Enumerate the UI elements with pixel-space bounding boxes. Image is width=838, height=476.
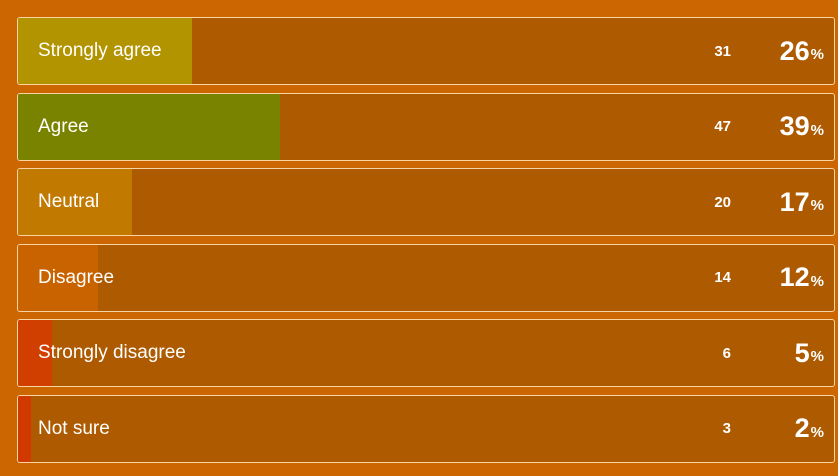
result-count: 31 bbox=[714, 42, 731, 60]
percent-sign: % bbox=[810, 46, 824, 63]
poll-results-chart: Strongly agree 31 26% Agree 47 39% Neutral 20 17… bbox=[17, 17, 837, 476]
result-label: Strongly disagree bbox=[38, 342, 186, 363]
result-percent-value: 2 bbox=[794, 413, 810, 443]
result-label: Neutral bbox=[38, 191, 100, 212]
result-bar bbox=[18, 244, 99, 311]
percent-sign: % bbox=[810, 348, 824, 365]
result-row: Agree 47 39% bbox=[17, 92, 835, 161]
result-label: Not sure bbox=[38, 417, 110, 439]
result-bar bbox=[18, 320, 52, 386]
result-row: Neutral 20 17% bbox=[17, 168, 835, 236]
result-count: 6 bbox=[722, 344, 731, 362]
result-bar bbox=[18, 93, 280, 160]
result-count: 47 bbox=[714, 118, 731, 135]
result-percent-value: 17 bbox=[779, 186, 810, 217]
result-row: Disagree 14 12% bbox=[17, 243, 835, 312]
result-label: Agree bbox=[38, 115, 89, 137]
percent-sign: % bbox=[810, 197, 824, 214]
result-percent: 5% bbox=[795, 320, 824, 386]
result-label: Strongly agree bbox=[38, 40, 162, 61]
percent-sign: % bbox=[810, 121, 824, 139]
result-bar bbox=[18, 395, 32, 462]
percent-sign: % bbox=[810, 423, 824, 441]
result-count: 14 bbox=[714, 269, 731, 286]
result-count: 20 bbox=[714, 193, 731, 211]
result-percent-value: 26 bbox=[779, 35, 810, 66]
result-percent: 39% bbox=[780, 94, 824, 160]
result-percent: 2% bbox=[795, 396, 824, 462]
result-percent-value: 39 bbox=[779, 111, 810, 141]
result-label: Disagree bbox=[38, 266, 115, 288]
result-bar bbox=[18, 18, 193, 84]
result-percent: 12% bbox=[780, 245, 824, 311]
percent-sign: % bbox=[810, 272, 824, 290]
result-bar bbox=[18, 169, 133, 235]
result-percent-value: 5 bbox=[794, 337, 810, 368]
result-row: Strongly disagree 6 5% bbox=[17, 319, 835, 387]
result-percent: 26% bbox=[780, 18, 824, 84]
result-count: 3 bbox=[722, 420, 731, 437]
result-percent: 17% bbox=[780, 169, 824, 235]
result-row: Not sure 3 2% bbox=[17, 394, 835, 463]
result-row: Strongly agree 31 26% bbox=[17, 17, 835, 85]
result-percent-value: 12 bbox=[779, 262, 810, 292]
